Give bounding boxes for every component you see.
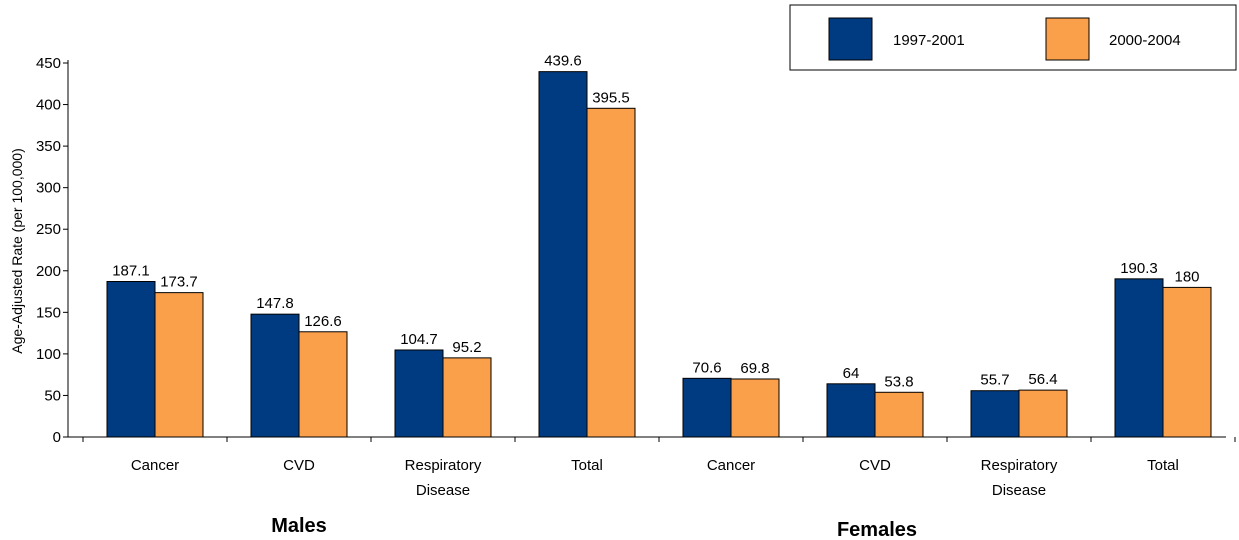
legend-label: 2000-2004 <box>1109 32 1181 49</box>
bar-series1 <box>394 349 444 438</box>
bar-series2 <box>730 378 780 438</box>
y-tick-label: 200 <box>36 263 61 280</box>
x-tick-label: Total <box>571 457 603 474</box>
x-tick-label: CVD <box>859 457 891 474</box>
bar-series2 <box>298 331 348 438</box>
bars <box>106 71 1212 438</box>
bar-value-label: 104.7 <box>400 331 438 348</box>
y-axis: 0 50 100 150 200 250 300 350 400 450 <box>36 55 69 446</box>
y-tick-label: 350 <box>36 138 61 155</box>
bar-value-label: 173.7 <box>160 274 198 291</box>
bar-series2 <box>874 391 924 438</box>
bar-value-label: 190.3 <box>1120 260 1158 277</box>
group-labels: Males Females <box>271 515 917 540</box>
bar-series1 <box>1114 278 1164 438</box>
bar-value-label: 69.8 <box>740 360 769 377</box>
y-tick-label: 0 <box>53 429 61 446</box>
legend: 1997-2001 2000-2004 <box>789 4 1237 71</box>
x-tick-label: Respiratory <box>981 457 1058 474</box>
group-label: Females <box>837 519 917 540</box>
legend-swatch <box>828 17 873 61</box>
bar-value-label: 187.1 <box>112 262 150 279</box>
legend-swatch <box>1045 17 1090 61</box>
value-labels: 187.1 147.8 104.7 439.6 70.6 64 55.7 190.3 173.7… <box>112 53 1199 391</box>
y-tick-label: 450 <box>36 55 61 72</box>
bar-series1 <box>106 280 156 438</box>
y-tick-label: 50 <box>44 387 61 404</box>
x-tick-label: Disease <box>992 482 1046 499</box>
bar-series1 <box>970 390 1020 438</box>
y-axis-label: Age-Adjusted Rate (per 100,000) <box>9 148 25 353</box>
bar-series1 <box>826 383 876 438</box>
y-tick-label: 250 <box>36 221 61 238</box>
bar-value-label: 64 <box>843 365 860 382</box>
bar-series1 <box>538 71 588 438</box>
y-tick-label: 300 <box>36 180 61 197</box>
bar-series2 <box>1018 389 1068 438</box>
group-label: Males <box>271 515 327 537</box>
x-tick-label: Total <box>1147 457 1179 474</box>
bar-value-label: 53.8 <box>884 373 913 390</box>
bar-value-label: 126.6 <box>304 313 342 330</box>
bar-series1 <box>250 313 300 438</box>
x-tick-label: Cancer <box>707 457 755 474</box>
bar-series1 <box>682 377 732 438</box>
y-tick-label: 100 <box>36 346 61 363</box>
y-tick-label: 400 <box>36 97 61 114</box>
x-axis: Cancer CVD Respiratory Disease Total Cancer CV… <box>68 436 1236 499</box>
x-tick-label: CVD <box>283 457 315 474</box>
bar-series2 <box>154 292 204 438</box>
bar-value-label: 70.6 <box>692 359 721 376</box>
bar-value-label: 439.6 <box>544 53 582 70</box>
x-tick-label: Cancer <box>131 457 179 474</box>
x-tick-label: Respiratory <box>405 457 482 474</box>
bar-series2 <box>1162 286 1212 438</box>
bar-value-label: 180 <box>1174 268 1199 285</box>
bar-value-label: 395.5 <box>592 89 630 106</box>
legend-label: 1997-2001 <box>893 32 965 49</box>
bar-value-label: 95.2 <box>452 339 481 356</box>
bar-series2 <box>586 107 636 438</box>
bar-value-label: 147.8 <box>256 295 294 312</box>
y-tick-label: 150 <box>36 304 61 321</box>
bar-value-label: 55.7 <box>980 372 1009 389</box>
bar-value-label: 56.4 <box>1028 371 1057 388</box>
bar-series2 <box>442 357 492 438</box>
x-tick-label: Disease <box>416 482 470 499</box>
